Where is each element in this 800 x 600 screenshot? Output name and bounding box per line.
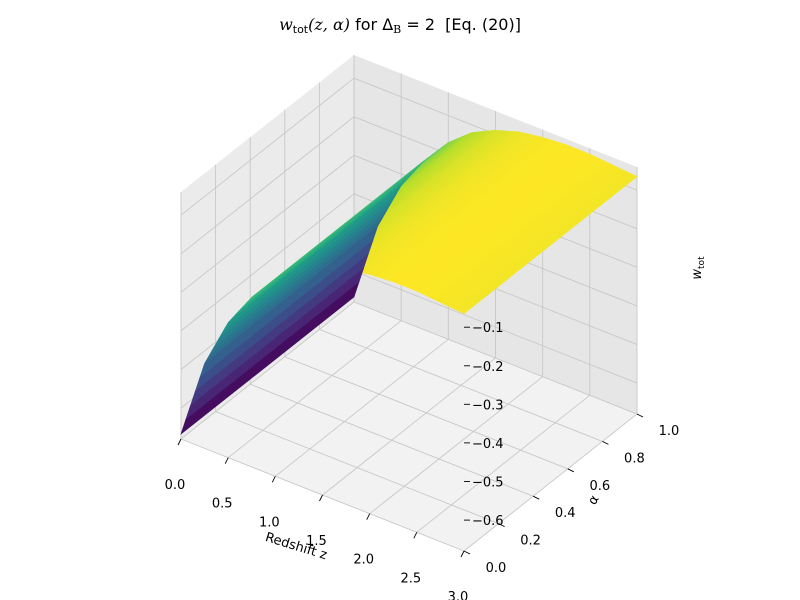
grid-line-alpha [249,137,534,497]
grid-line-w [180,193,638,332]
alpha-tick-label: 1.0 [659,424,680,439]
chart-title: wtot(z, α) for ΔB = 2 [Eq. (20)] [0,15,800,36]
alpha-tick-mark [463,550,471,555]
w-tick-label: −0.2 [472,360,504,375]
x-tick-label: 3.0 [448,590,469,600]
axis-ticks: 0.0 0.5 1.0 1.5 2.0 2.5 3.0 0.0 0.2 0.4 0.6 0.8 1.0 −… [165,321,680,600]
x-tick-mark [271,476,276,483]
z-axis-label-symbol: w [690,269,705,280]
surface-mesh [180,129,638,435]
z-axis-label-subscript: tot [697,256,707,269]
alpha-tick-mark [567,468,575,473]
alpha-tick-mark [636,413,644,418]
x-tick-label: 0.5 [212,497,233,512]
w-tick-label: −0.4 [472,437,504,452]
x-tick-mark [460,550,465,558]
title-delta-subscript: B [393,23,402,36]
x-tick-label: 1.0 [259,515,280,530]
z-axis-label: wtot [690,256,707,280]
x-tick-mark [319,494,323,502]
svg-text:wtot: wtot [690,256,707,280]
x-tick-mark [366,513,371,520]
w-tick-label: −0.3 [472,398,504,413]
grid-line-alpha [318,82,603,442]
title-w-subscript: tot [292,23,309,36]
alpha-tick-label: 0.6 [589,479,610,494]
w-tick-label: −0.1 [472,321,504,336]
title-equals: = 2 [401,15,435,34]
title-eq-ref: [Eq. (20)] [435,15,521,34]
x-tick-mark [177,438,182,446]
title-w-symbol: w [279,15,293,34]
alpha-tick-label: 0.0 [486,561,507,576]
x-tick-label: 2.5 [400,571,421,586]
alpha-tick-label: 0.4 [555,506,576,521]
grid-line-alpha [353,55,638,415]
alpha-tick-label: 0.2 [520,534,541,549]
alpha-tick-mark [532,495,540,500]
x-tick-label: 1.5 [306,534,327,549]
title-for: for [350,15,383,34]
y-axis-label: α [585,493,602,508]
title-args: (z, α) [308,15,351,34]
alpha-tick-label: 0.8 [624,451,645,466]
surface-strip [180,282,360,435]
grid-line-alpha [215,164,499,525]
title-delta: Δ [382,15,394,34]
grid-line-alpha [284,109,568,470]
x-tick-label: 0.0 [165,478,186,493]
x-tick-mark [224,457,229,464]
alpha-tick-mark [498,523,505,528]
alpha-tick-mark [602,440,609,445]
x-tick-mark [413,532,418,539]
w-tick-label: −0.5 [472,476,504,491]
w-tick-label: −0.6 [472,514,504,529]
x-tick-label: 2.0 [353,553,374,568]
